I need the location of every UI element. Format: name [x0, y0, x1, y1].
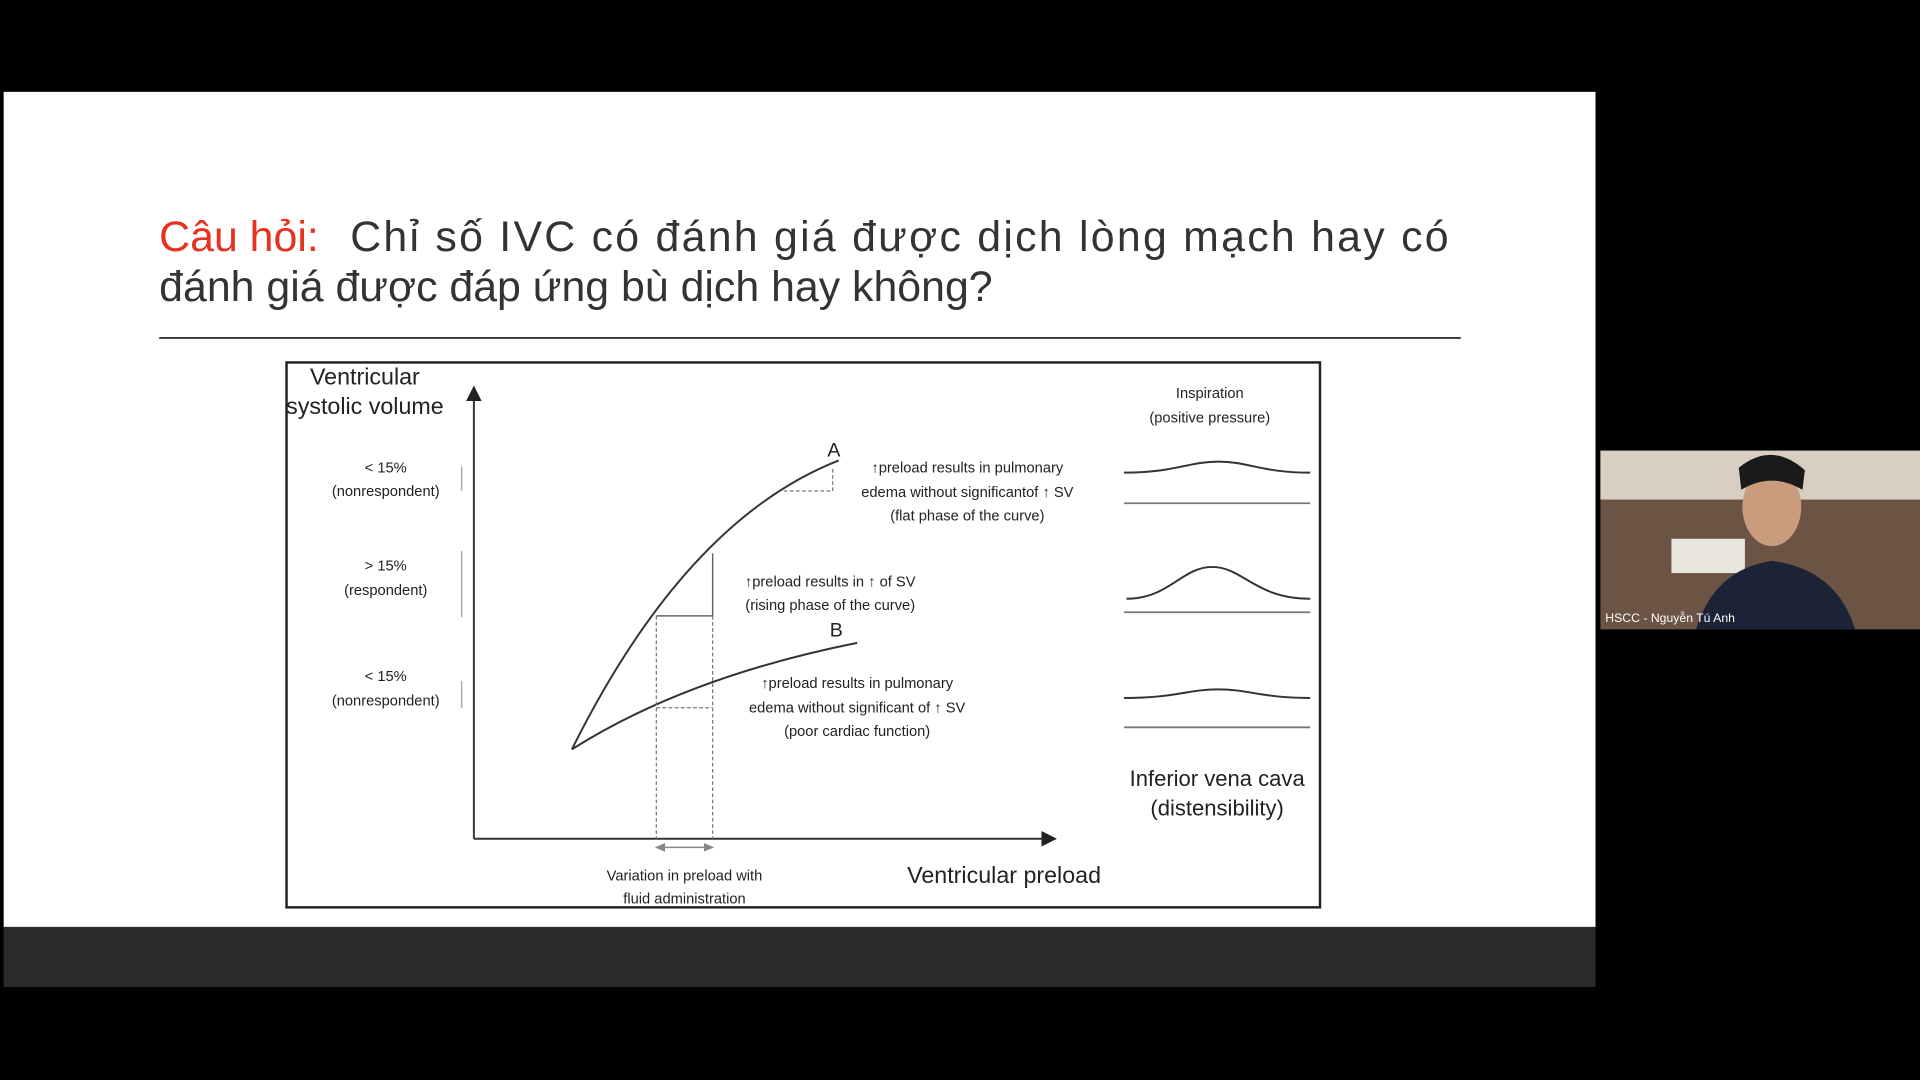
annotation: ↑preload results in ↑ of SV [745, 575, 916, 591]
ivc-wave [1124, 460, 1311, 474]
ivc-wave [1126, 565, 1311, 600]
annotation: edema without significantof ↑ SV [861, 485, 1073, 501]
range-label: (nonrespondent) [332, 484, 440, 500]
annotation: ↑preload results in pulmonary [871, 461, 1064, 477]
annotation: (flat phase of the curve) [890, 508, 1044, 524]
webcam-face [1742, 467, 1802, 547]
range-label: > 15% [365, 559, 407, 575]
webcam-shirt [1695, 560, 1856, 630]
webcam-window [1671, 538, 1745, 574]
figure-labels: Ventricular systolic volume < 15% (nonrespo… [286, 363, 1305, 907]
slide-footer-bar [3, 926, 1596, 987]
curve-label: B [830, 620, 843, 642]
preload-guides [655, 615, 714, 839]
ivc-caption: (distensibility) [1150, 796, 1283, 821]
annotation: (rising phase of the curve) [745, 598, 915, 614]
range-label: (nonrespondent) [332, 693, 440, 709]
webcam-hair [1738, 454, 1805, 490]
title-text: Chỉ số IVC có đánh giá được dịch lòng mạ… [350, 213, 1448, 261]
participant-name: HSCC - Nguyễn Tú Anh [1605, 610, 1735, 625]
range-label: (respondent) [344, 583, 427, 599]
annotation: ↑preload results in pulmonary [761, 676, 954, 692]
ivc-wave [1124, 688, 1311, 699]
title-label: Câu hỏi: [159, 213, 319, 261]
range-label: < 15% [365, 461, 407, 477]
ivc-caption: Inferior vena cava [1130, 766, 1306, 791]
ivc-header: Inspiration [1176, 386, 1244, 402]
annotation: edema without significant of ↑ SV [749, 701, 966, 717]
annotation: (poor cardiac function) [784, 724, 930, 740]
y-axis-label: systolic volume [286, 393, 444, 419]
curve-a [570, 459, 840, 750]
title-text: đánh giá được đáp ứng bù dịch hay không? [159, 263, 992, 311]
y-axis-label: Ventricular [310, 363, 420, 389]
curve-b [571, 641, 858, 751]
curve-label: A [827, 440, 841, 462]
x-axis-label: Ventricular preload [907, 862, 1101, 888]
ivc-header: (positive pressure) [1149, 410, 1270, 426]
range-label: < 15% [365, 669, 407, 685]
variation-label: Variation in preload with [607, 868, 763, 884]
flat-step [783, 467, 834, 492]
variation-label: fluid administration [623, 892, 745, 908]
figure-frame [285, 361, 1322, 909]
